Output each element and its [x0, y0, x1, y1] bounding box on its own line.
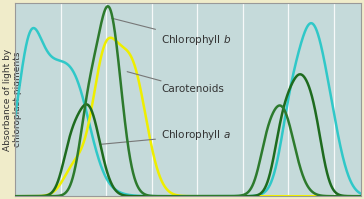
Text: Carotenoids: Carotenoids — [127, 72, 224, 94]
Y-axis label: Absorbance of light by
chloroplast pigments: Absorbance of light by chloroplast pigme… — [3, 48, 22, 151]
Text: Chlorophyll $b$: Chlorophyll $b$ — [112, 18, 231, 47]
Text: Chlorophyll $a$: Chlorophyll $a$ — [100, 128, 231, 144]
